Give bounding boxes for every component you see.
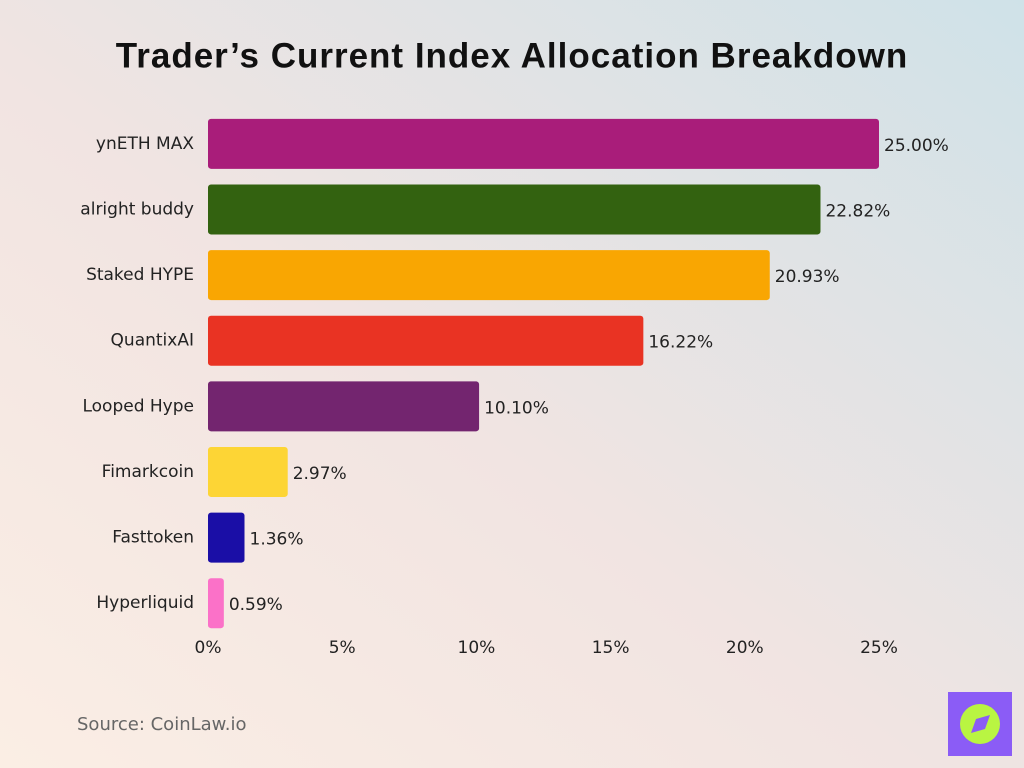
value-label: 2.97% [293,464,347,484]
logo [948,692,1012,756]
bar [208,184,821,235]
bar [208,512,245,563]
y-tick-label: ynETH MAX [96,134,194,154]
value-label: 22.82% [825,201,890,221]
chart-title: Trader’s Current Index Allocation Breakd… [116,36,908,75]
value-label: 1.36% [250,530,304,550]
value-label: 16.22% [648,333,713,353]
x-tick-label: 25% [860,638,898,658]
y-tick-label: Staked HYPE [86,265,194,285]
y-tick-label: alright buddy [80,199,194,219]
bar [208,578,224,629]
x-tick-label: 15% [592,638,630,658]
bar [208,381,480,432]
value-label: 10.10% [484,398,549,418]
value-label: 25.00% [884,136,949,156]
bar [208,250,770,301]
y-tick-label: Fasttoken [112,528,194,548]
x-tick-label: 5% [329,638,356,658]
bar [208,315,644,366]
y-tick-label: Fimarkcoin [102,462,194,482]
value-label: 0.59% [229,595,283,615]
x-tick-label: 0% [195,638,222,658]
y-tick-label: QuantixAI [111,331,194,351]
value-label: 20.93% [775,267,840,287]
x-tick-label: 10% [458,638,496,658]
source: Source: CoinLaw.io [77,714,246,735]
bar [208,446,288,497]
y-tick-label: Looped Hype [82,396,194,416]
x-tick-label: 20% [726,638,764,658]
y-tick-label: Hyperliquid [96,593,194,613]
bar [208,118,879,169]
